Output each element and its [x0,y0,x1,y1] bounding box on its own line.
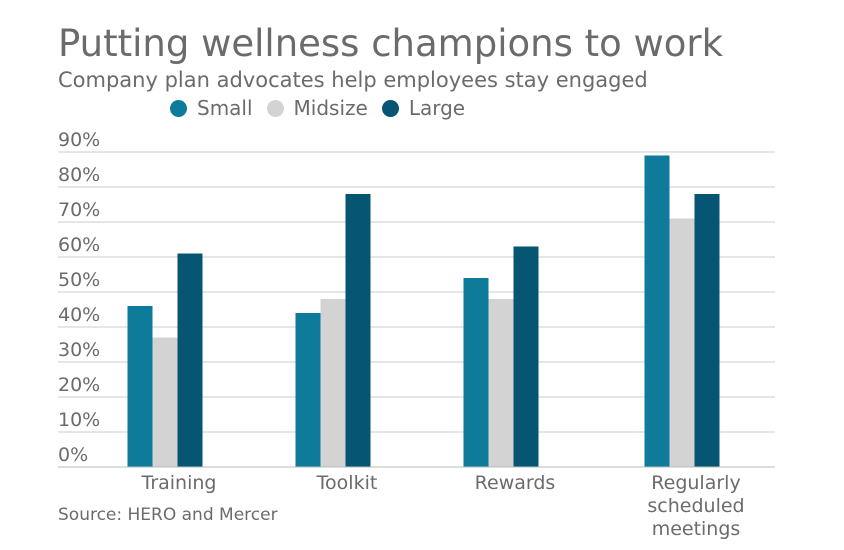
bar-small-2 [295,313,321,467]
legend: Small Midsize Large [170,96,479,120]
legend-item-midsize: Midsize [266,96,368,120]
y-tick-label: 30% [58,339,100,361]
x-category-label: scheduled [647,495,744,517]
legend-label-large: Large [408,96,466,120]
y-tick-label: 40% [58,304,100,326]
legend-label-small: Small [197,96,253,120]
bar-large-1 [177,253,203,467]
x-category-label: Toolkit [316,472,378,494]
bar-small-1 [127,306,153,467]
bar-midsize-3 [488,299,514,467]
y-tick-label: 10% [58,409,100,431]
y-tick-label: 80% [58,164,100,186]
x-category-label: Regularly [651,472,740,494]
legend-swatch-midsize [266,99,284,117]
source-note: Source: HERO and Mercer [58,505,278,525]
y-tick-label: 60% [58,234,100,256]
y-tick-label: 0% [58,444,88,466]
bar-small-4 [644,155,670,467]
chart-subtitle: Company plan advocates help employees st… [58,68,648,92]
bar-large-2 [345,194,371,467]
x-category-label: Rewards [475,472,556,494]
y-tick-label: 70% [58,199,100,221]
chart-title: Putting wellness champions to work [58,22,724,65]
x-category-label: Training [141,472,217,494]
y-tick-label: 90% [58,129,100,151]
bar-small-3 [463,278,489,467]
legend-item-large: Large [381,96,466,120]
x-category-label: meetings [652,518,741,540]
legend-item-small: Small [170,96,253,120]
bar-midsize-4 [669,218,695,467]
legend-label-midsize: Midsize [293,96,368,120]
bar-large-4 [694,194,720,467]
bar-large-3 [513,246,539,467]
y-tick-label: 20% [58,374,100,396]
bar-midsize-2 [320,299,346,467]
bar-midsize-1 [152,337,178,467]
legend-swatch-large [381,99,399,117]
legend-swatch-small [170,99,187,117]
y-tick-label: 50% [58,269,100,291]
